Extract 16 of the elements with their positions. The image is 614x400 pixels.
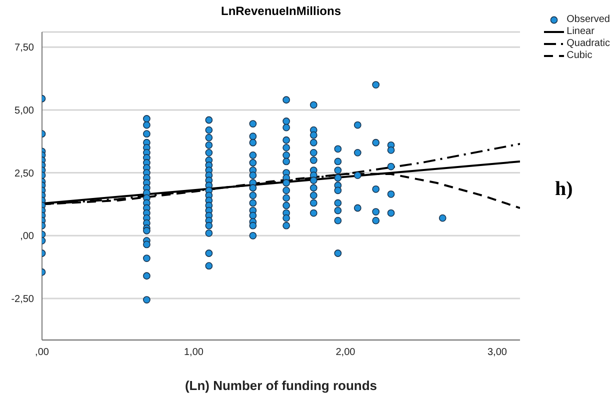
y-tick-label: ,00 bbox=[20, 231, 34, 242]
y-tick-label: 2,50 bbox=[14, 168, 34, 180]
y-tick-label: 5,00 bbox=[14, 105, 34, 116]
x-tick-label: 1,00 bbox=[184, 347, 204, 358]
text: h) bbox=[555, 178, 573, 201]
x-tick-label: 2,00 bbox=[336, 347, 356, 358]
chart-title: LnRevenueInMillions bbox=[220, 4, 342, 18]
legend-label: Linear bbox=[566, 26, 594, 38]
y-tick-label: -2,50 bbox=[11, 294, 34, 306]
legend-label: Cubic bbox=[566, 50, 592, 62]
x-axis-title: (Ln) Number of funding rounds bbox=[184, 378, 378, 393]
y-tick-label: 7,50 bbox=[14, 42, 34, 54]
x-tick-label: 3,00 bbox=[488, 347, 508, 358]
legend-label: Observed bbox=[566, 14, 610, 26]
legend-label: Quadratic bbox=[566, 38, 610, 50]
x-tick-label: ,00 bbox=[35, 347, 50, 358]
